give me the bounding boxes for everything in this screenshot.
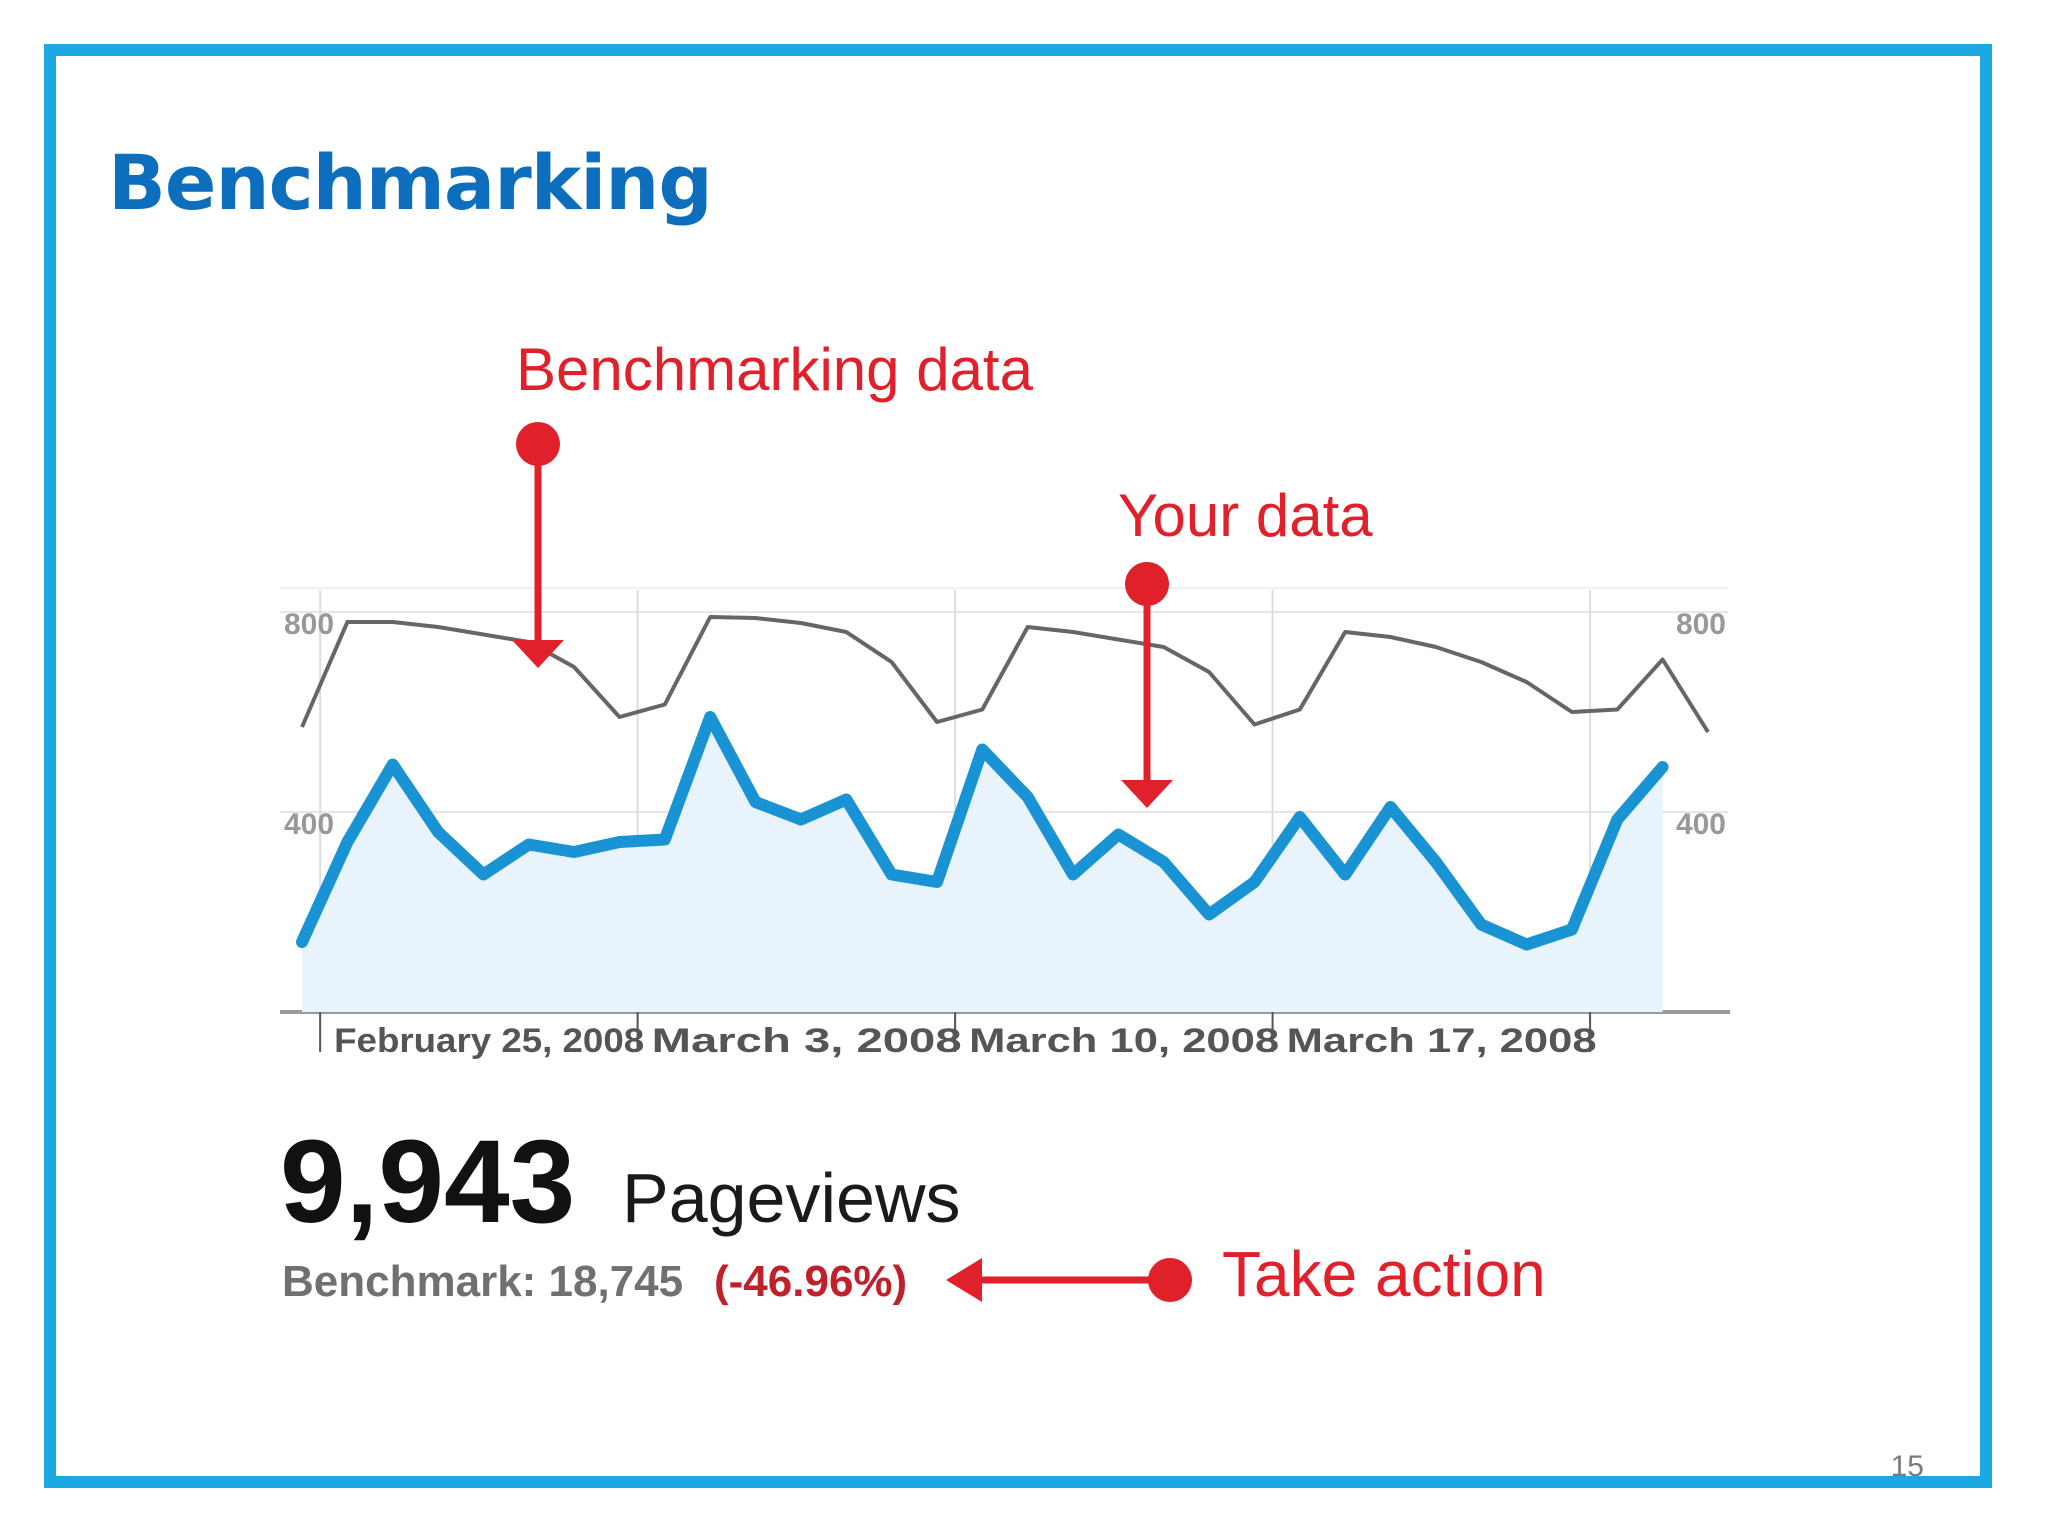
slide-title: Benchmarking [108,138,713,227]
pageviews-label: Pageviews [622,1159,961,1237]
benchmark-change: (-46.96%) [714,1257,907,1306]
y-tick-label-right-400: 400 [1676,808,1726,841]
x-tick-label-mar-17: March 17, 2008 [1287,1022,1597,1060]
benchmark-annotation-arrowhead [512,640,564,668]
take-action-label: Take action [1222,1238,1546,1310]
take-action-dot [1148,1258,1192,1302]
x-tick-label-mar-3: March 3, 2008 [652,1022,962,1060]
page-number: 15 [1890,1450,1924,1483]
benchmark-total: Benchmark: 18,745 [282,1257,683,1306]
take-action-arrowhead [946,1258,982,1302]
your-data-area [302,717,1663,1012]
your-data-annotation-label: Your data [1118,482,1373,549]
your-data-series-line [296,711,1669,951]
y-tick-label-left-400: 400 [284,808,334,841]
benchmark-annotation-label: Benchmarking data [516,336,1034,403]
x-tick-label-mar-10: March 10, 2008 [969,1022,1279,1060]
pageviews-value: 9,943 [280,1116,575,1248]
your-data-annotation-arrowhead [1121,780,1173,808]
x-tick-label-feb-25: February 25, 2008 [334,1022,644,1060]
y-tick-label-right-800: 800 [1676,608,1726,641]
benchmark-series-line [300,615,1710,734]
y-tick-label-left-800: 800 [284,608,334,641]
